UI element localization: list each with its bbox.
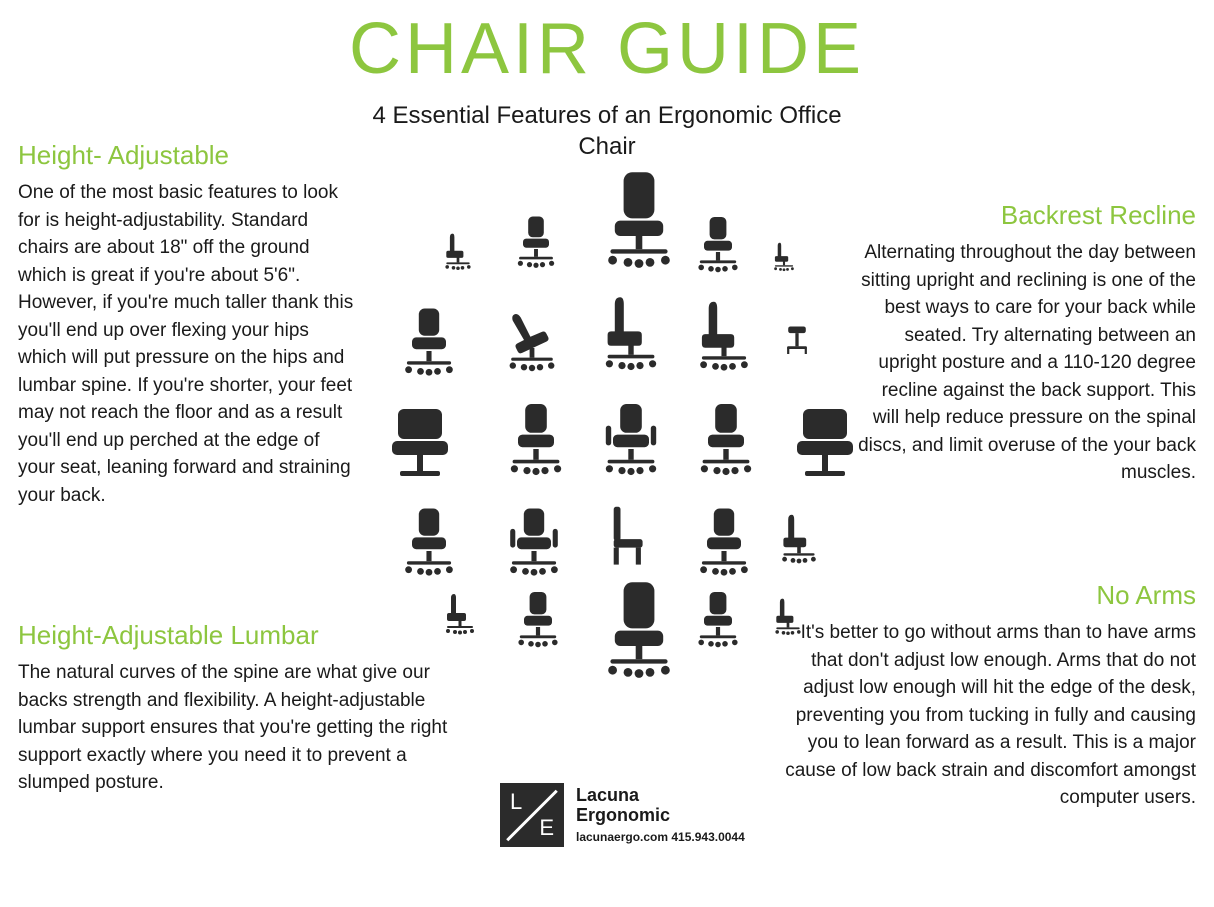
chair-icon <box>380 395 460 490</box>
chair-icon <box>690 500 758 581</box>
chair-icon <box>770 240 798 273</box>
brand-contact: lacunaergo.com 415.943.0044 <box>576 830 745 844</box>
section-height-adjustable: Height- Adjustable One of the most basic… <box>18 140 358 510</box>
brand-logo-block: L E Lacuna Ergonomic lacunaergo.com 415.… <box>500 783 745 847</box>
chair-icon <box>510 585 566 652</box>
chair-icon <box>500 500 568 581</box>
chair-icon <box>775 310 819 362</box>
chair-icon <box>595 170 683 275</box>
section-heading: Backrest Recline <box>856 200 1196 231</box>
section-heading: Height- Adjustable <box>18 140 358 171</box>
chair-icon <box>770 595 806 638</box>
chair-icon <box>595 580 683 685</box>
chair-icon <box>440 230 476 273</box>
chair-icon <box>595 290 667 376</box>
logo-letter-e: E <box>539 815 554 841</box>
chair-icon <box>440 590 480 638</box>
chair-icon <box>785 395 865 490</box>
page-title: CHAIR GUIDE <box>0 8 1214 90</box>
section-body: Alternating throughout the day between s… <box>856 239 1196 487</box>
brand-name-line2: Ergonomic <box>576 806 745 826</box>
chair-icon <box>775 510 823 567</box>
chair-icon <box>500 395 572 481</box>
logo-letter-l: L <box>510 789 522 815</box>
chair-icon <box>500 300 564 376</box>
chair-icon <box>690 210 746 277</box>
section-body: One of the most basic features to look f… <box>18 179 358 510</box>
brand-text: Lacuna Ergonomic lacunaergo.com 415.943.… <box>576 786 745 844</box>
chair-icon <box>690 295 758 376</box>
chair-icon-cluster <box>370 170 870 730</box>
chair-icon <box>595 395 667 481</box>
chair-icon <box>510 210 562 272</box>
chair-icon <box>395 500 463 581</box>
chair-icon <box>595 500 663 581</box>
chair-icon <box>395 300 463 381</box>
brand-logo-icon: L E <box>500 783 564 847</box>
brand-name-line1: Lacuna <box>576 786 745 806</box>
section-backrest-recline: Backrest Recline Alternating throughout … <box>856 200 1196 487</box>
chair-icon <box>690 395 762 481</box>
chair-icon <box>690 585 746 652</box>
